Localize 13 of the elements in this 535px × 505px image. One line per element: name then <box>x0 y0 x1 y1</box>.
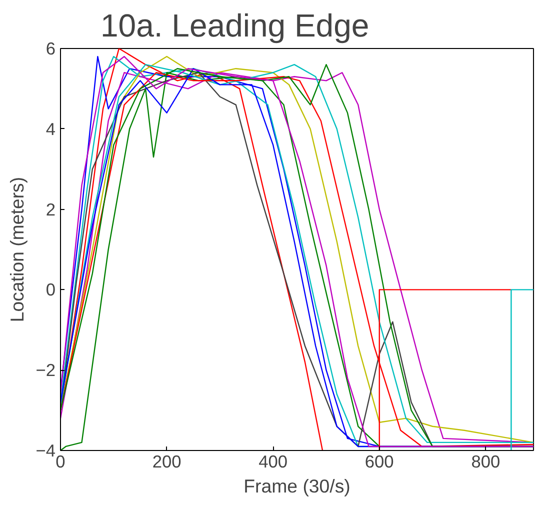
y-tick-label: 6 <box>46 38 56 58</box>
x-tick-label: 200 <box>152 452 182 472</box>
x-tick-label: 400 <box>258 452 288 472</box>
y-tick-label: −4 <box>36 440 56 460</box>
x-tick-label: 800 <box>471 452 500 472</box>
y-tick-label: 4 <box>46 118 56 139</box>
x-tick-label: 600 <box>364 452 394 472</box>
x-axis-title: Frame (30/s) <box>244 476 350 496</box>
y-tick-label: 0 <box>46 280 56 300</box>
y-tick-label: −2 <box>36 360 56 380</box>
y-axis-title: Location (meters) <box>6 176 28 322</box>
y-tick-label: 2 <box>46 199 56 220</box>
chart-title: 10a. Leading Edge <box>100 8 370 44</box>
